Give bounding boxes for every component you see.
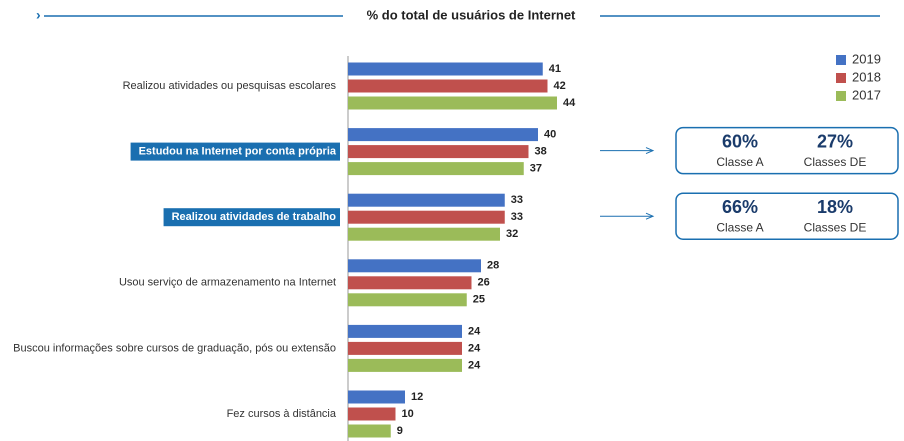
value-label: 9: [397, 425, 403, 437]
bar: [348, 259, 481, 273]
value-label: 44: [563, 97, 576, 109]
category-highlight: [130, 142, 340, 161]
bar: [348, 145, 529, 159]
category-label: Realizou atividades ou pesquisas escolar…: [123, 80, 337, 92]
bar: [348, 128, 538, 142]
callout-value: 66%: [722, 197, 758, 217]
value-label: 37: [530, 163, 542, 175]
bar: [348, 62, 543, 76]
category-highlight: [163, 208, 340, 227]
bar: [348, 407, 396, 421]
callout-box: [675, 192, 899, 240]
bar: [348, 424, 391, 438]
callout-label: Classe A: [716, 220, 763, 234]
value-label: 26: [478, 277, 490, 289]
bar: [348, 96, 557, 110]
value-label: 33: [511, 211, 523, 223]
bar: [348, 324, 462, 338]
category-label: Buscou informações sobre cursos de gradu…: [13, 342, 336, 354]
callout-value: 27%: [817, 131, 853, 151]
bar: [348, 276, 472, 290]
bar: [348, 79, 548, 93]
bar: [348, 358, 462, 372]
value-label: 12: [411, 391, 423, 403]
value-label: 24: [468, 359, 481, 371]
category-label: Estudou na Internet por conta própria: [139, 146, 337, 158]
legend-swatch: [836, 91, 846, 101]
value-label: 24: [468, 342, 481, 354]
legend-label: 2017: [852, 87, 881, 102]
value-label: 38: [535, 146, 547, 158]
callout-label: Classe A: [716, 155, 763, 169]
chart-title: % do total de usuários de Internet: [367, 7, 576, 22]
category-label: Realizou atividades de trabalho: [172, 211, 337, 223]
callout-label: Classes DE: [804, 220, 867, 234]
callout-label: Classes DE: [804, 155, 867, 169]
bar: [348, 390, 405, 404]
value-label: 32: [506, 228, 518, 240]
bar: [348, 193, 505, 207]
value-label: 25: [473, 294, 485, 306]
value-label: 33: [511, 194, 523, 206]
category-label: Usou serviço de armazenamento na Interne…: [119, 277, 336, 289]
value-label: 42: [554, 80, 566, 92]
value-label: 41: [549, 63, 561, 75]
category-label: Fez cursos à distância: [227, 408, 337, 420]
legend-label: 2019: [852, 51, 881, 66]
callout-box: [675, 126, 899, 175]
legend-label: 2018: [852, 69, 881, 84]
legend-swatch: [836, 73, 846, 83]
callout-value: 60%: [722, 131, 758, 151]
callout-arrowhead: [645, 212, 655, 220]
callout-arrowhead: [645, 147, 655, 155]
bar: [348, 293, 467, 307]
legend-swatch: [836, 55, 846, 65]
value-label: 28: [487, 260, 499, 272]
chevron: ›: [36, 7, 41, 23]
callout-value: 18%: [817, 197, 853, 217]
bar: [348, 227, 500, 241]
value-label: 24: [468, 325, 481, 337]
bar: [348, 341, 462, 355]
value-label: 40: [544, 129, 556, 141]
value-label: 10: [402, 408, 414, 420]
bar: [348, 162, 524, 176]
bar: [348, 210, 505, 224]
